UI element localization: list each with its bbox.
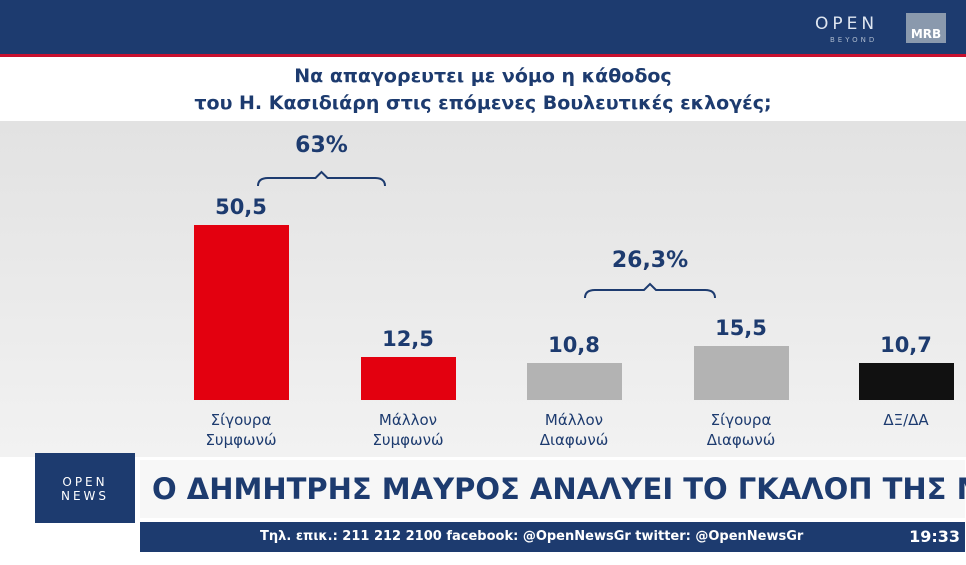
brand: OPEN xyxy=(815,14,879,34)
plot-area xyxy=(0,121,966,457)
logo: OPEN NEWS xyxy=(35,453,135,523)
ticker: Τηλ. επικ.: 211 212 2100 facebook: @Open… xyxy=(140,522,965,552)
group-label: 26,3% xyxy=(611,248,689,273)
chart-title: Να απαγορευτει με νόμο η κάθοδος xyxy=(294,65,672,87)
value-label: 10,8 xyxy=(548,332,600,357)
group-bracket xyxy=(257,170,386,187)
value-label: 10,7 xyxy=(880,332,932,357)
x-tick-label: Σίγουρα Διαφωνώ xyxy=(706,411,776,449)
chart-title: του Η. Κασιδιάρη στις επόμενες Βουλευτικ… xyxy=(194,92,772,114)
group-label: 63% xyxy=(295,133,348,158)
brand-sub: BEYOND xyxy=(830,36,878,44)
x-tick-label: Μάλλον Διαφωνώ xyxy=(539,411,609,449)
value-label: 12,5 xyxy=(382,326,434,351)
value-label: 50,5 xyxy=(215,195,267,220)
clock: 19:33 xyxy=(909,527,960,546)
value-label: 15,5 xyxy=(715,316,767,341)
bar xyxy=(193,225,289,400)
group-bracket xyxy=(584,282,716,299)
title-box: Να απαγορευτει με νόμο η κάθοδος του Η. … xyxy=(0,57,966,121)
x-tick-label: Μάλλον Συμφωνώ xyxy=(372,411,444,449)
bar xyxy=(858,362,954,400)
logo-text: OPEN xyxy=(62,475,108,489)
bar xyxy=(360,356,456,400)
x-tick-label: ΔΞ/ΔΑ xyxy=(883,411,929,429)
bar xyxy=(526,362,622,400)
top-bar: OPEN BEYOND MRB xyxy=(0,0,966,57)
banner: Ο ΔΗΜΗΤΡΗΣ ΜΑΥΡΟΣ ΑΝΑΛΥΕΙ ΤΟ ΓΚΑΛΟΠ ΤΗΣ … xyxy=(140,460,966,518)
bar xyxy=(693,346,789,400)
partner-logo: MRB xyxy=(906,13,946,43)
x-tick-label: Σίγουρα Συμφωνώ xyxy=(205,411,277,449)
logo-text: NEWS xyxy=(60,489,110,503)
